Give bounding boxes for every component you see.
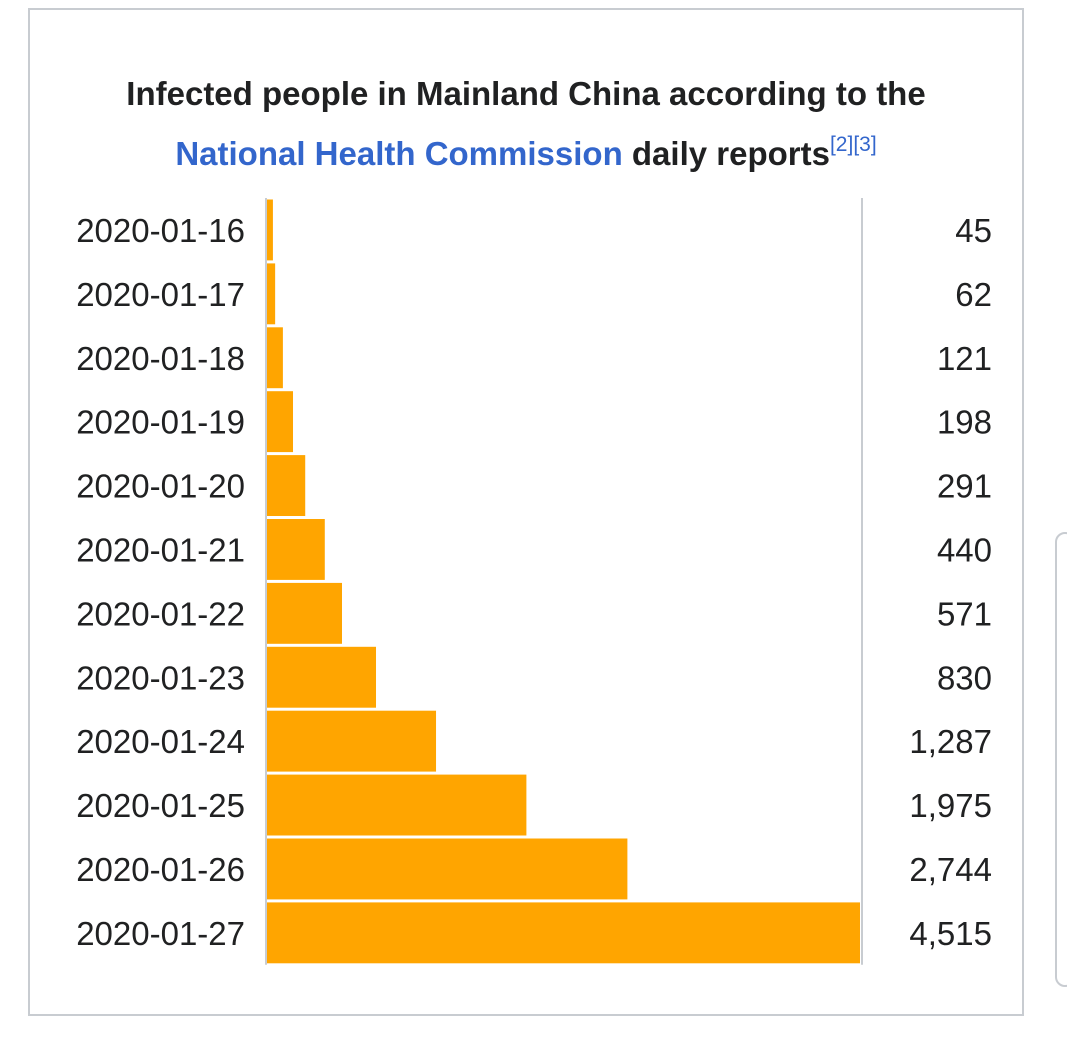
bar-2020-01-22	[267, 582, 342, 644]
bar-2020-01-17	[267, 263, 276, 325]
value-label: 4,515	[909, 915, 992, 952]
bar-2020-01-23	[267, 646, 377, 708]
category-label: 2020-01-22	[76, 595, 245, 632]
bar-2020-01-21	[267, 519, 325, 580]
value-label: 121	[937, 340, 992, 377]
value-label: 1,287	[909, 723, 992, 760]
national-health-commission-link[interactable]: National Health Commission	[175, 135, 623, 172]
reference-links[interactable]: [2][3]	[829, 133, 877, 156]
category-label: 2020-01-19	[76, 404, 245, 441]
edge-scroll-handle[interactable]	[1055, 532, 1067, 987]
value-label: 571	[937, 595, 992, 632]
value-label: 440	[937, 531, 992, 568]
title-line-2: National Health Commission daily reports…	[28, 124, 1024, 184]
title-rest-text: daily reports	[622, 135, 830, 172]
category-label: 2020-01-17	[76, 276, 245, 313]
category-label: 2020-01-21	[76, 531, 245, 568]
value-label: 2,744	[909, 851, 992, 888]
bar-2020-01-26	[267, 838, 628, 900]
value-label: 45	[955, 212, 992, 249]
category-label: 2020-01-20	[76, 468, 245, 505]
category-label: 2020-01-26	[76, 851, 245, 888]
value-label: 62	[955, 276, 992, 313]
category-label: 2020-01-18	[76, 340, 245, 377]
value-label: 830	[937, 659, 992, 696]
bar-2020-01-27	[267, 902, 860, 964]
bar-2020-01-20	[267, 455, 306, 516]
value-label: 198	[937, 404, 992, 441]
bar-2020-01-19	[267, 391, 294, 453]
category-label: 2020-01-25	[76, 787, 245, 824]
category-label: 2020-01-23	[76, 659, 245, 696]
category-label: 2020-01-24	[76, 723, 245, 760]
bar-2020-01-24	[267, 710, 437, 772]
category-label: 2020-01-16	[76, 212, 245, 249]
category-label: 2020-01-27	[76, 915, 245, 952]
value-label: 291	[937, 468, 992, 505]
title-line-1: Infected people in Mainland China accord…	[126, 75, 926, 112]
value-label: 1,975	[909, 787, 992, 824]
chart-title: Infected people in Mainland China accord…	[28, 64, 1024, 184]
bar-2020-01-16	[267, 199, 273, 261]
bar-2020-01-18	[267, 327, 283, 389]
bar-2020-01-25	[267, 774, 527, 836]
